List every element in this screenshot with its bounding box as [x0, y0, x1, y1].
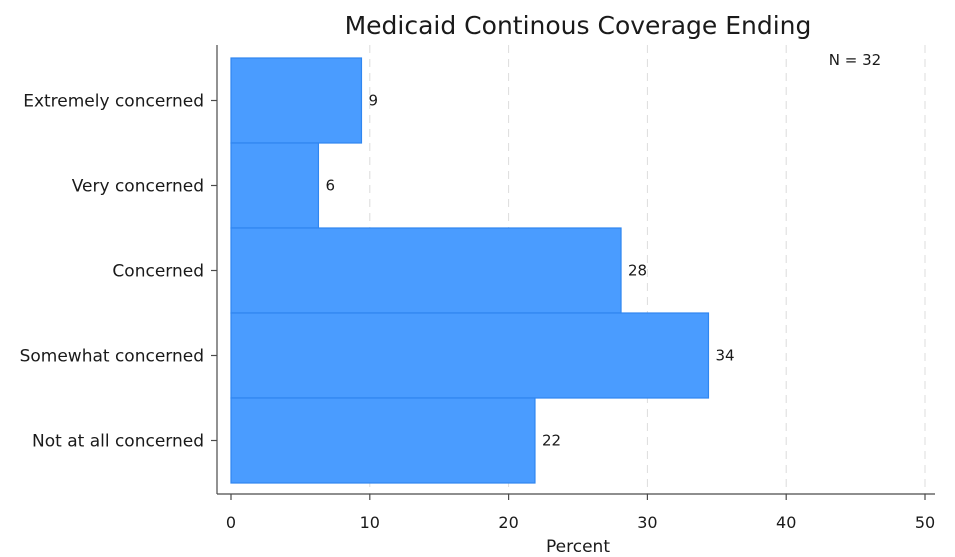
bars	[230, 57, 710, 484]
axes	[211, 45, 935, 500]
bar-very-concerned	[230, 142, 320, 229]
category-label-very-concerned: Very concerned	[72, 177, 204, 197]
chart-title: Medicaid Continous Coverage Ending	[345, 11, 812, 40]
bar-not-at-all-concerned	[230, 397, 536, 484]
data-label-somewhat-concerned: 34	[715, 347, 734, 365]
category-label-somewhat-concerned: Somewhat concerned	[20, 347, 204, 367]
x-axis-title: Percent	[546, 537, 610, 557]
data-label-extremely-concerned: 9	[368, 92, 378, 110]
x-tick-label-50: 50	[915, 513, 935, 532]
sample-size-annotation: N = 32	[829, 51, 881, 69]
x-tick-label-10: 10	[360, 513, 380, 532]
bar-concerned	[230, 227, 622, 314]
bar-extremely-concerned	[230, 57, 363, 144]
category-label-concerned: Concerned	[112, 262, 204, 282]
category-label-extremely-concerned: Extremely concerned	[23, 92, 204, 112]
category-labels: Extremely concerned Very concerned Concern…	[20, 92, 204, 452]
x-tick-label-40: 40	[776, 513, 796, 532]
bar-somewhat-concerned	[230, 312, 710, 399]
data-label-concerned: 28	[628, 262, 647, 280]
category-label-not-at-all-concerned: Not at all concerned	[32, 432, 204, 452]
x-tick-label-0: 0	[226, 513, 236, 532]
tick-labels: 0 10 20 30 40 50	[226, 513, 935, 532]
x-tick-label-30: 30	[637, 513, 657, 532]
data-label-very-concerned: 6	[325, 177, 335, 195]
data-label-not-at-all-concerned: 22	[542, 432, 561, 450]
x-tick-label-20: 20	[498, 513, 518, 532]
data-labels: 9 6 28 34 22	[325, 92, 734, 450]
